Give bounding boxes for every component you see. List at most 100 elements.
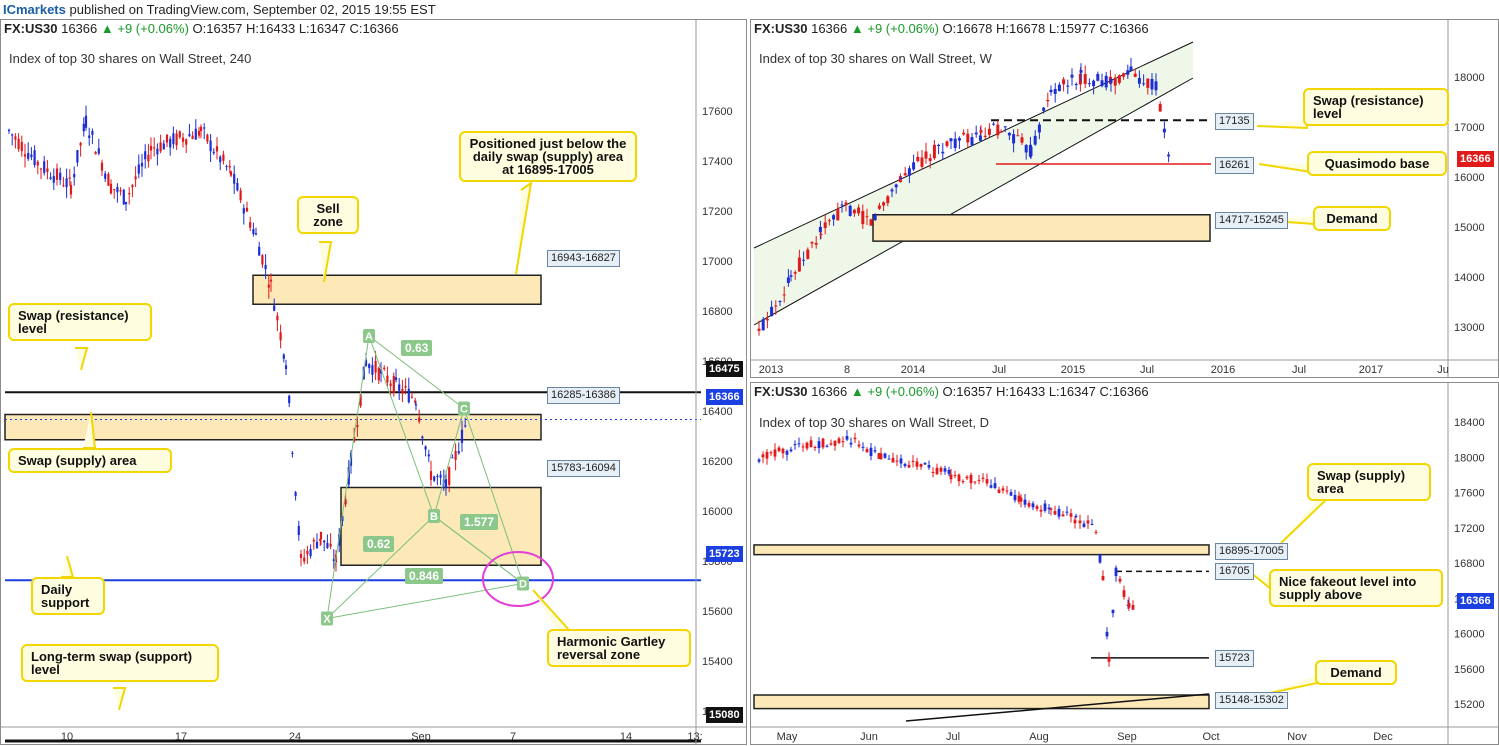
h4-candle-body bbox=[20, 141, 23, 152]
weekly-candle-body bbox=[912, 162, 916, 170]
daily-chart-panel[interactable]: 1840018000176001720016800164001600015600… bbox=[750, 382, 1499, 745]
h4-candle-body bbox=[398, 384, 401, 391]
daily-candle-body bbox=[813, 446, 817, 448]
price-tick-label: 13000 bbox=[1454, 322, 1485, 334]
time-tick-label: 2015 bbox=[1061, 364, 1085, 376]
h4-candle-body bbox=[297, 525, 300, 536]
h4-candle-body bbox=[36, 161, 39, 166]
weekly-candle-body bbox=[1007, 132, 1011, 136]
weekly-candle-body bbox=[920, 157, 924, 167]
gartley-xab-leg bbox=[326, 335, 435, 620]
h4-candle-body bbox=[169, 138, 172, 148]
h4-candle-body bbox=[137, 164, 140, 174]
h4-candle-body bbox=[312, 539, 315, 542]
fib-ratio-label: 0.62 bbox=[363, 536, 395, 552]
h4-candle-body bbox=[11, 134, 14, 136]
weekly-candle-body bbox=[890, 189, 894, 192]
callout-note: Sell zone bbox=[297, 196, 359, 234]
weekly-candle-body bbox=[979, 130, 983, 133]
h4-candle-body bbox=[159, 142, 162, 152]
h4-candle-body bbox=[332, 559, 335, 561]
price-tick-label: 16000 bbox=[1454, 629, 1485, 641]
daily-chart-canvas[interactable]: 1840018000176001720016800164001600015600… bbox=[751, 383, 1498, 744]
h4-candle-body bbox=[239, 190, 242, 201]
h4-candle-body bbox=[433, 476, 436, 481]
time-tick-label: Jul bbox=[1140, 364, 1154, 376]
weekly-candle-body bbox=[1122, 73, 1126, 77]
weekly-candle-body bbox=[924, 151, 928, 159]
h4-candle-body bbox=[299, 553, 303, 558]
daily-candle-body bbox=[957, 474, 961, 482]
weekly-candle-body bbox=[861, 211, 865, 225]
daily-candle-body bbox=[825, 445, 829, 447]
h4-candle-body bbox=[414, 400, 417, 403]
daily-candle-body bbox=[935, 467, 939, 475]
daily-candle-body bbox=[1027, 503, 1031, 507]
pattern-point-label: D bbox=[519, 579, 527, 591]
daily-candle-body bbox=[965, 476, 969, 479]
daily-supply-area-box bbox=[753, 544, 1210, 556]
weekly-candle-body bbox=[1046, 100, 1050, 102]
weekly-candle-body bbox=[761, 319, 765, 331]
callout-pointer bbox=[1256, 120, 1308, 130]
daily-candle-body bbox=[1031, 503, 1035, 508]
daily-candle-body bbox=[1049, 508, 1053, 510]
h4-candle-body bbox=[149, 145, 153, 151]
publish-text: published on TradingView.com, September … bbox=[69, 2, 436, 17]
daily-candle-body bbox=[989, 485, 993, 488]
h4-candle-body bbox=[460, 429, 464, 443]
daily-candle-body bbox=[1009, 492, 1013, 496]
daily-candle-body bbox=[845, 436, 849, 440]
weekly-chart-canvas[interactable]: 18000 17000 16000 15000 14000 13000 2013 8 2014 J… bbox=[751, 20, 1498, 377]
weekly-candle-body bbox=[806, 249, 810, 259]
h4-candle-body bbox=[134, 176, 137, 180]
h4-candle-body bbox=[291, 452, 294, 454]
time-tick-label: 13: bbox=[687, 731, 702, 743]
weekly-candle-body bbox=[996, 124, 1000, 136]
daily-candle-body bbox=[953, 475, 957, 477]
daily-candle-body bbox=[943, 468, 947, 472]
weekly-candle-body bbox=[1100, 80, 1104, 87]
price-tag: 16366 bbox=[1457, 593, 1494, 609]
time-tick-label: Jul bbox=[992, 364, 1006, 376]
zone-label: 14717-15245 bbox=[1215, 212, 1288, 229]
pattern-point-label: C bbox=[460, 404, 468, 416]
weekly-candle-body bbox=[1033, 135, 1037, 145]
pattern-point-marker bbox=[363, 329, 375, 343]
callout-pointer bbox=[515, 180, 533, 275]
h4-candle-body bbox=[418, 417, 421, 422]
symbol: FX:US30 bbox=[754, 384, 808, 399]
zone-label: 16943-16827 bbox=[547, 250, 620, 267]
h4-candle-body bbox=[306, 550, 309, 555]
sell-zone-box bbox=[252, 274, 542, 305]
h4-candle-body bbox=[49, 177, 52, 179]
h4-candle-body bbox=[194, 128, 197, 140]
h4-candle-body bbox=[245, 207, 249, 212]
h4-candle-body bbox=[319, 538, 322, 541]
close-value: C:16366 bbox=[349, 21, 399, 36]
h4-candle-body bbox=[76, 150, 79, 163]
callout-note: Demand bbox=[1313, 206, 1391, 231]
zone-label: 15148-15302 bbox=[1215, 692, 1288, 709]
h4-candle-body bbox=[94, 151, 97, 155]
time-tick-label: 2016 bbox=[1211, 364, 1235, 376]
weekly-candle-body bbox=[899, 177, 903, 179]
daily-candle-body bbox=[853, 437, 857, 440]
weekly-chart-panel[interactable]: 18000 17000 16000 15000 14000 13000 2013 8 2014 J… bbox=[750, 19, 1499, 378]
daily-candle-body bbox=[781, 448, 785, 454]
daily-candle-body bbox=[801, 446, 805, 448]
weekly-candle-body bbox=[1137, 77, 1141, 84]
h4-chart-panel[interactable]: XABCD17600174001720017000168001660016400… bbox=[0, 19, 747, 745]
weekly-candle-body bbox=[1150, 79, 1154, 90]
brand-link[interactable]: ICmarkets bbox=[3, 2, 66, 17]
low-value: L:16347 bbox=[1048, 384, 1096, 399]
weekly-candle-body bbox=[793, 272, 797, 274]
last-price: 16366 bbox=[811, 384, 848, 399]
h4-candle-body bbox=[162, 143, 165, 150]
low-value: L:15977 bbox=[1048, 21, 1096, 36]
daily-candle-body bbox=[1122, 590, 1126, 597]
daily-candle-body bbox=[769, 452, 773, 454]
daily-candle-body bbox=[977, 479, 981, 481]
h4-candle-body bbox=[116, 187, 119, 193]
daily-candle-body bbox=[911, 460, 915, 462]
